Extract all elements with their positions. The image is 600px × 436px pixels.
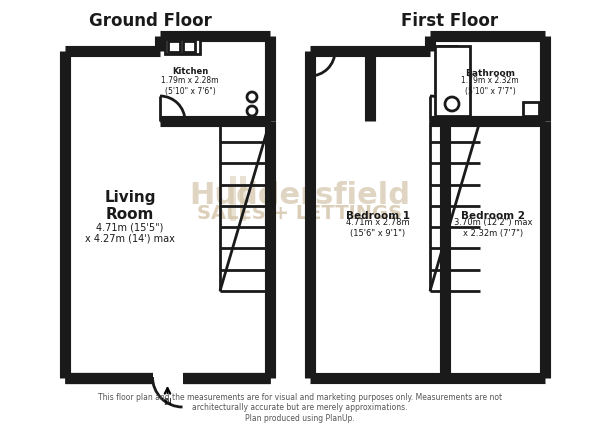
Text: Bedroom 1: Bedroom 1 [346,211,410,221]
Circle shape [247,92,257,102]
Text: 3.70m (12'2") max
x 2.32m (7'7"): 3.70m (12'2") max x 2.32m (7'7") [454,218,532,238]
Text: Ground Floor: Ground Floor [89,12,211,30]
Bar [435,46,470,116]
Text: SALES + LETTINGS: SALES + LETTINGS [197,204,403,224]
Text: IN: IN [163,398,172,407]
Text: Kitchen: Kitchen [172,67,208,75]
Bar [523,102,539,116]
Text: This floor plan and the measurements are for visual and marketing purposes only.: This floor plan and the measurements are… [98,393,502,423]
Text: 1.79m x 2.28m
(5'10" x 7'6"): 1.79m x 2.28m (5'10" x 7'6") [161,76,219,95]
Text: 4.71m (15'5")
x 4.27m (14') max: 4.71m (15'5") x 4.27m (14') max [85,222,175,244]
Text: Living
Room: Living Room [104,190,156,222]
Circle shape [247,106,257,116]
Bar [168,41,180,52]
Bar [230,176,236,221]
Text: 4.71m x 2.78m
(15'6" x 9'1"): 4.71m x 2.78m (15'6" x 9'1") [346,218,410,238]
Text: Bathroom: Bathroom [465,69,515,78]
Bar [183,41,195,52]
Bar [240,176,246,221]
Ellipse shape [445,97,459,111]
Bar [439,46,457,54]
Text: Huddersfield: Huddersfield [190,181,410,211]
Bar [165,39,200,54]
Text: First Floor: First Floor [401,12,499,30]
Ellipse shape [440,47,456,69]
Text: Bedroom 2: Bedroom 2 [461,211,525,221]
Text: 1.79m x 2.32m
(5'10" x 7'7"): 1.79m x 2.32m (5'10" x 7'7") [461,76,519,95]
